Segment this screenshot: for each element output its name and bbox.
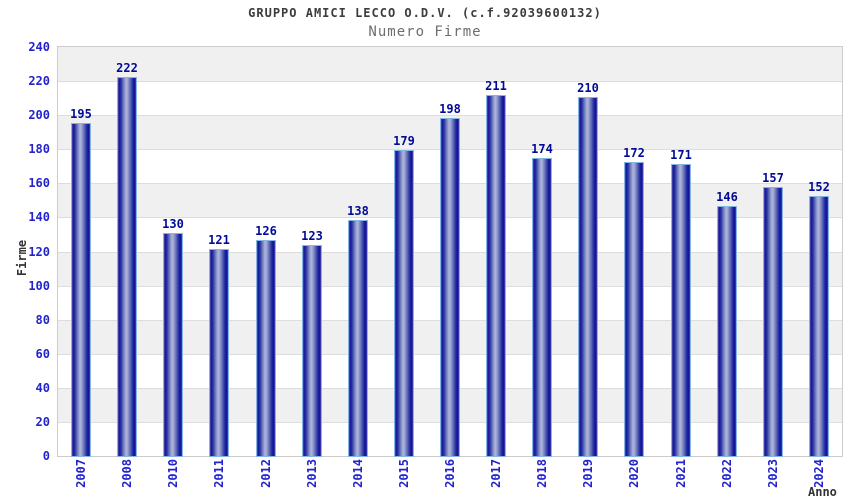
bar [348, 220, 368, 457]
x-axis-tick-label: 2010 [166, 459, 180, 488]
bar-value-label: 121 [208, 233, 230, 247]
x-axis-tick-label: 2022 [720, 459, 734, 488]
x-axis-tick-label: 2016 [443, 459, 457, 488]
bar-value-label: 174 [531, 142, 553, 156]
x-axis-tick-label: 2013 [305, 459, 319, 488]
bar [809, 196, 829, 457]
bar-value-label: 152 [808, 180, 830, 194]
x-axis-tick-label: 2020 [627, 459, 641, 488]
bar-value-label: 138 [347, 204, 369, 218]
y-axis-tick-label: 80 [35, 313, 50, 327]
x-axis-tick-label: 2021 [674, 459, 688, 488]
x-axis-tick-label: 2008 [120, 459, 134, 488]
bar [440, 118, 460, 457]
x-axis-title: Anno [808, 485, 837, 499]
bar-value-label: 222 [116, 61, 138, 75]
chart-subtitle: Numero Firme [368, 24, 482, 40]
bar-value-label: 171 [670, 148, 692, 162]
bar-value-label: 126 [255, 224, 277, 238]
x-axis-tick-label: 2019 [581, 459, 595, 488]
bar [209, 249, 229, 457]
x-axis-tick-label: 2017 [489, 459, 503, 488]
y-axis-tick-label: 200 [28, 108, 50, 122]
x-axis-tick-label: 2007 [74, 459, 88, 488]
y-axis-tick-label: 240 [28, 40, 50, 54]
y-axis-tick-label: 220 [28, 74, 50, 88]
y-axis-tick-label: 180 [28, 142, 50, 156]
bar [624, 162, 644, 457]
grid-band [58, 47, 842, 82]
bar-value-label: 130 [162, 217, 184, 231]
y-axis-tick-label: 0 [42, 449, 50, 463]
chart-title: GRUPPO AMICI LECCO O.D.V. (c.f.920396001… [248, 6, 602, 20]
bar [486, 95, 506, 457]
bar [71, 123, 91, 457]
bar [763, 187, 783, 457]
bar [671, 164, 691, 457]
grid-band [58, 81, 842, 116]
x-axis-tick-label: 2024 [812, 459, 826, 488]
bar [717, 206, 737, 457]
x-axis-tick-label: 2014 [351, 459, 365, 488]
bar-value-label: 157 [762, 171, 784, 185]
bar-value-label: 123 [301, 229, 323, 243]
bar-value-label: 195 [70, 107, 92, 121]
x-axis-tick-label: 2015 [397, 459, 411, 488]
bar [532, 158, 552, 457]
bar [578, 97, 598, 457]
x-axis-tick-label: 2012 [259, 459, 273, 488]
y-axis-tick-label: 140 [28, 210, 50, 224]
bar [163, 233, 183, 457]
x-axis-tick-label: 2023 [766, 459, 780, 488]
bar-value-label: 211 [485, 79, 507, 93]
y-axis-tick-label: 100 [28, 279, 50, 293]
bar [302, 245, 322, 457]
gridline [58, 115, 842, 116]
x-axis-tick-label: 2018 [535, 459, 549, 488]
gridline [58, 81, 842, 82]
y-axis-tick-label: 20 [35, 415, 50, 429]
y-axis-tick-label: 160 [28, 176, 50, 190]
y-axis-tick-label: 40 [35, 381, 50, 395]
bar [256, 240, 276, 457]
bar [394, 150, 414, 457]
bar-value-label: 198 [439, 102, 461, 116]
x-axis-tick-label: 2011 [212, 459, 226, 488]
bar [117, 77, 137, 457]
bar-value-label: 146 [716, 190, 738, 204]
bar-value-label: 210 [577, 81, 599, 95]
y-axis-tick-label: 120 [28, 245, 50, 259]
bar-value-label: 179 [393, 134, 415, 148]
bar-value-label: 172 [623, 146, 645, 160]
y-axis-tick-label: 60 [35, 347, 50, 361]
